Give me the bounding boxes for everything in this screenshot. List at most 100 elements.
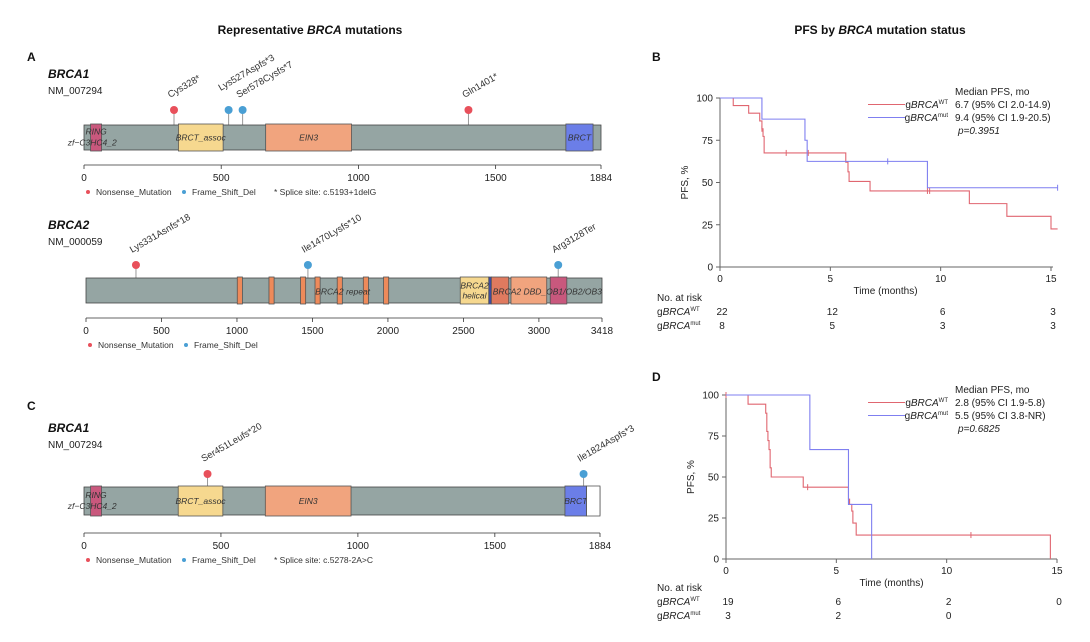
risk-count: 19 — [722, 597, 734, 608]
risk-row-label: gBRCAWT — [657, 307, 700, 318]
mutation-marker-nonsense[interactable] — [131, 261, 140, 269]
risk-count: 8 — [719, 321, 725, 332]
y-tick-label: 25 — [702, 220, 714, 231]
y-tick-label: 50 — [708, 473, 720, 484]
panel-letter-d: D — [652, 370, 661, 384]
risk-row-label: gBRCAmut — [657, 321, 701, 332]
km-curve-mut — [726, 394, 873, 559]
mutation-label: Arg3128Ter — [550, 222, 598, 256]
right-title: PFS by BRCA mutation status — [794, 23, 966, 37]
domain-label: zf−C3HC4_2 — [67, 501, 117, 511]
mutation-marker-frameshift[interactable] — [224, 106, 233, 114]
domain-label: BRCT_assoc — [175, 496, 226, 506]
panel-letter-a: A — [27, 50, 36, 64]
legend-nonsense-label: Nonsense_Mutation — [96, 555, 172, 565]
axis-tick-label: 500 — [213, 173, 230, 184]
panel-letter-b: B — [652, 50, 661, 64]
domain-label-line: BRCA2 — [460, 281, 489, 291]
mutation-label: Ser451Leufs*20 — [200, 421, 265, 465]
domain-label: RING — [85, 127, 107, 137]
legend-nonsense-label: Nonsense_Mutation — [96, 187, 172, 197]
km-curve-wt — [720, 97, 1058, 230]
axis-tick-label: 2500 — [452, 326, 475, 337]
km-curve-mut — [720, 97, 1058, 189]
y-tick-label: 100 — [696, 94, 713, 105]
protein-domain — [362, 276, 369, 305]
legend-group-label: gBRCAWT — [905, 398, 948, 409]
legend-title: Median PFS, mo — [955, 385, 1030, 396]
risk-count: 6 — [836, 597, 842, 608]
domain-label: BRCT — [564, 496, 588, 506]
mutation-label: Ile1470Lysfs*10 — [300, 212, 364, 255]
legend-group-label: gBRCAWT — [905, 100, 948, 111]
legend-nonsense-marker — [86, 190, 90, 194]
protein-domain — [383, 276, 390, 305]
risk-count: 0 — [1056, 597, 1062, 608]
axis-tick-label: 0 — [81, 173, 87, 184]
mutation-marker-frameshift[interactable] — [579, 470, 588, 478]
legend-frameshift-marker — [184, 343, 188, 347]
protein-domain — [510, 276, 548, 305]
risk-count: 22 — [716, 307, 728, 318]
legend-note: * Splice site: c.5193+1delG — [274, 187, 376, 197]
panel-letter-c: C — [27, 399, 36, 413]
transcript-id: NM_007294 — [48, 86, 103, 97]
legend-median-value: 2.8 (95% CI 1.9-5.8) — [955, 398, 1045, 409]
axis-tick-label: 3000 — [528, 326, 551, 337]
y-tick-label: 50 — [702, 178, 714, 189]
axis-tick-label: 1000 — [347, 541, 370, 552]
axis-tick-label: 1884 — [589, 541, 612, 552]
domain-label: EIN3 — [299, 496, 318, 506]
axis-tick-label: 0 — [83, 326, 89, 337]
risk-count: 2 — [836, 611, 842, 622]
y-axis-label: PFS, % — [686, 460, 697, 494]
mutation-label: Ile1824Aspfs*3 — [576, 423, 637, 464]
protein-domain — [459, 276, 490, 305]
mutation-marker-nonsense[interactable] — [203, 470, 212, 478]
axis-tick-label: 2000 — [377, 326, 400, 337]
x-axis-label: Time (months) — [853, 286, 917, 297]
axis-tick-label: 500 — [153, 326, 170, 337]
protein-panel-a_brca1: BRCA1 NM_007294 RING BRCT_assoc EIN3 BRCT zf−C… — [48, 53, 613, 197]
x-tick-label: 15 — [1051, 566, 1063, 577]
protein-domain — [177, 485, 224, 517]
mutation-label: Cys328* — [166, 73, 203, 101]
protein-domain — [264, 485, 352, 517]
risk-row-label: gBRCAmut — [657, 611, 701, 622]
protein-domain — [300, 276, 307, 305]
protein-domain — [90, 123, 102, 152]
protein-domain — [265, 123, 352, 152]
transcript-id: NM_000059 — [48, 237, 103, 248]
x-tick-label: 15 — [1045, 274, 1057, 285]
legend-frameshift-marker — [182, 558, 186, 562]
domain-label: RING — [85, 490, 107, 500]
legend-group-label: gBRCAmut — [905, 113, 949, 124]
protein-domain — [236, 276, 243, 305]
y-tick-label: 0 — [707, 263, 713, 274]
x-tick-label: 0 — [717, 274, 723, 285]
mutation-marker-frameshift[interactable] — [303, 261, 312, 269]
legend-group-label: gBRCAmut — [905, 411, 949, 422]
mutation-marker-frameshift[interactable] — [238, 106, 247, 114]
protein-domain — [90, 485, 102, 517]
p-value: p=0.6825 — [957, 424, 1000, 435]
axis-tick-label: 1500 — [301, 326, 324, 337]
mutation-marker-frameshift[interactable] — [554, 261, 563, 269]
risk-count: 3 — [1050, 307, 1056, 318]
left-title: Representative BRCA mutations — [218, 23, 403, 37]
p-value: p=0.3951 — [957, 126, 1000, 137]
domain-label: BRCT — [568, 133, 592, 143]
y-tick-label: 0 — [713, 555, 719, 566]
protein-domain — [549, 276, 568, 305]
risk-row-label: gBRCAWT — [657, 597, 700, 608]
risk-count: 3 — [940, 321, 946, 332]
protein-domain — [268, 276, 275, 305]
mutation-marker-nonsense[interactable] — [170, 106, 179, 114]
mutation-label: Lys331Asnfs*18 — [128, 212, 193, 256]
risk-count: 0 — [946, 611, 952, 622]
mutation-marker-nonsense[interactable] — [464, 106, 473, 114]
gene-name: BRCA2 — [48, 218, 90, 232]
risk-count: 6 — [940, 307, 946, 318]
protein-domain — [314, 276, 321, 305]
